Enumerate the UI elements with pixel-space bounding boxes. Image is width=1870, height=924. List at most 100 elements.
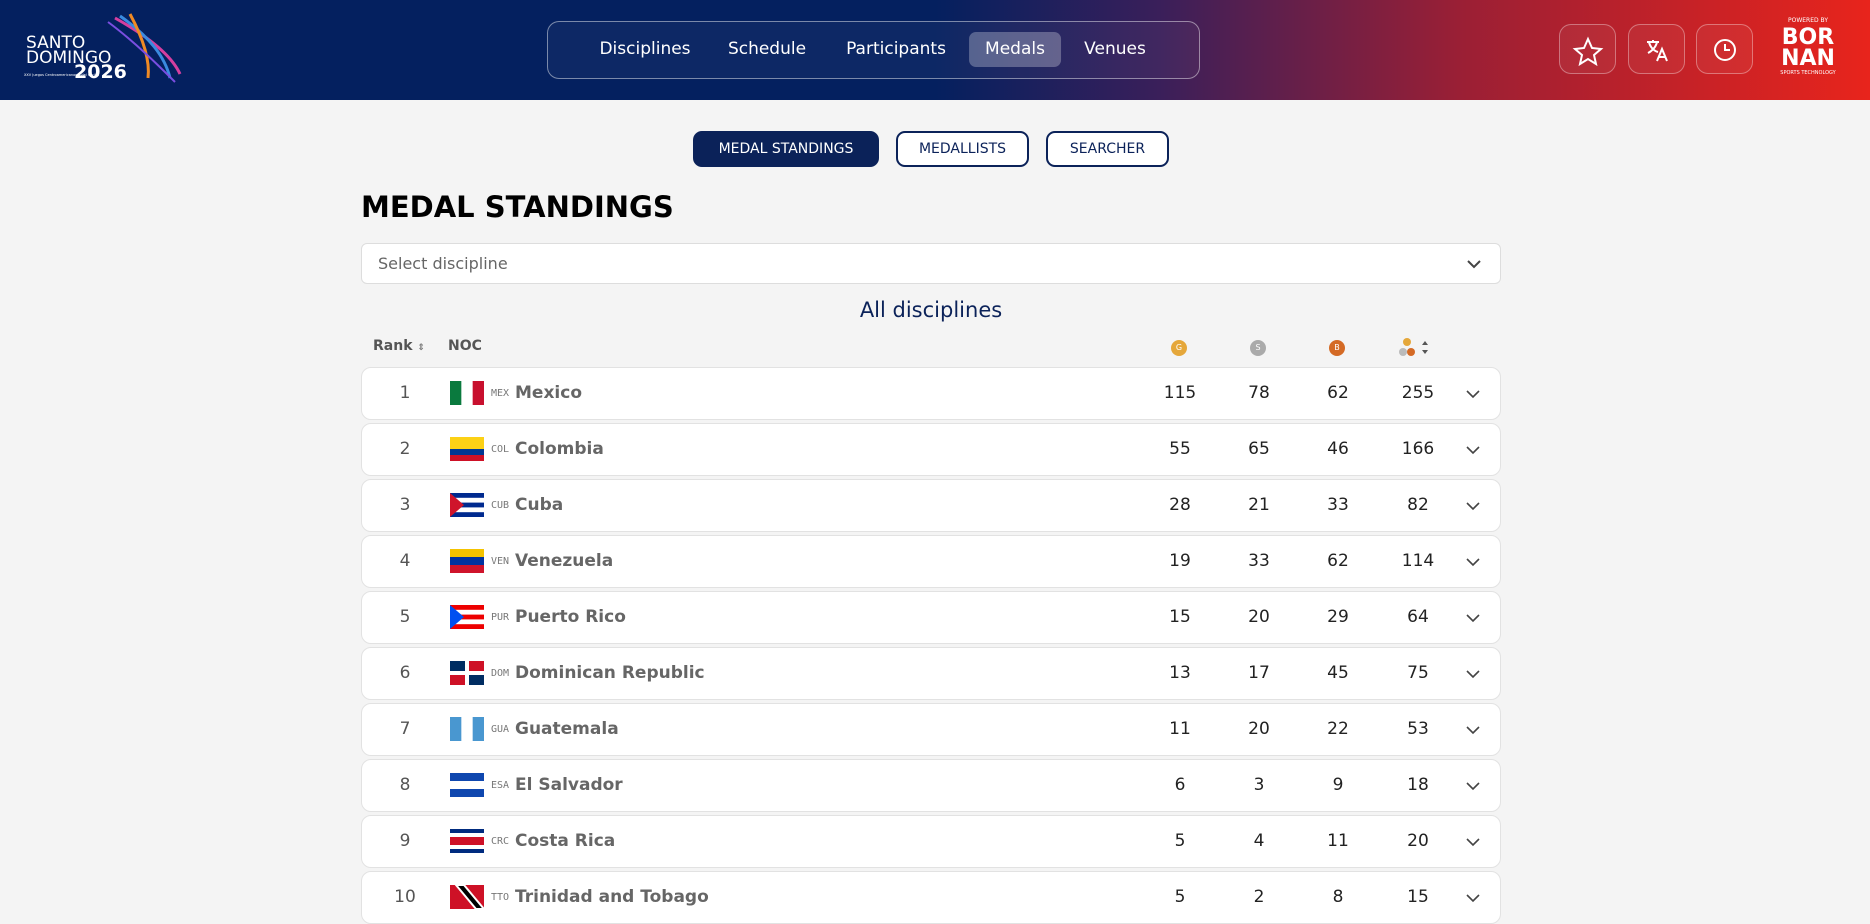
discipline-select[interactable]: Select discipline [361,243,1501,284]
standings-row[interactable]: 9 CRC Costa Rica 5 4 11 20 [361,815,1501,868]
bronze-count: 9 [1332,775,1344,795]
flag [450,829,484,853]
country-name: Guatemala [515,719,619,739]
silver-count: 4 [1253,831,1265,851]
gold-count: 28 [1169,495,1191,515]
standings-row[interactable]: 6 DOM Dominican Republic 13 17 45 75 [361,647,1501,700]
country-name: Puerto Rico [515,607,626,627]
standings-row[interactable]: 10 TTO Trinidad and Tobago 5 2 8 15 [361,871,1501,924]
rank-header[interactable]: Rank ⇕ [373,338,425,354]
country-name: Venezuela [515,551,614,571]
silver-count: 3 [1253,775,1265,795]
nav-item[interactable]: Medals [969,32,1061,67]
language-button[interactable] [1628,24,1685,74]
tab[interactable]: SEARCHER [1046,131,1169,167]
flag [450,605,484,629]
rank: 4 [399,551,411,571]
country-name: Trinidad and Tobago [515,887,709,907]
standings-row[interactable]: 3 CUB Cuba 28 21 33 82 [361,479,1501,532]
nav-item[interactable]: Venues [1084,39,1146,59]
expand-chevron[interactable] [1465,612,1481,624]
standings-row[interactable]: 7 GUA Guatemala 11 20 22 53 [361,703,1501,756]
rank: 2 [399,439,411,459]
expand-chevron[interactable] [1465,780,1481,792]
bronze-icon: B [1329,340,1345,356]
tab[interactable]: MEDALLISTS [896,131,1029,167]
rank: 9 [399,831,411,851]
rank: 5 [399,607,411,627]
nav-item[interactable]: Disciplines [599,39,691,59]
bronze-count: 46 [1327,439,1349,459]
noc-code: CRC [491,836,510,847]
expand-chevron[interactable] [1465,724,1481,736]
expand-chevron[interactable] [1465,388,1481,400]
expand-chevron[interactable] [1465,892,1481,904]
standings-row[interactable]: 5 PUR Puerto Rico 15 20 29 64 [361,591,1501,644]
gold-count: 13 [1169,663,1191,683]
noc-code: TTO [491,892,510,903]
noc-code: CUB [491,500,510,511]
nav-item[interactable]: Participants [846,39,946,59]
page-title: MEDAL STANDINGS [361,190,674,224]
total-count: 114 [1401,551,1435,571]
silver-icon: S [1250,340,1266,356]
noc-code: GUA [491,724,510,735]
logo-text: DOMINGO [26,48,111,68]
country-name: Colombia [515,439,604,459]
standings-row[interactable]: 4 VEN Venezuela 19 33 62 114 [361,535,1501,588]
total-count: 18 [1407,775,1429,795]
time-button[interactable] [1696,24,1753,74]
sponsor-text: NAN [1781,46,1835,71]
silver-count: 20 [1248,719,1270,739]
expand-chevron[interactable] [1465,668,1481,680]
nav-item[interactable]: Schedule [727,39,807,59]
column-label: Rank [373,338,413,354]
subtitle: All disciplines [859,298,1003,322]
gold-count: 6 [1174,775,1186,795]
expand-chevron[interactable] [1465,444,1481,456]
nav-bar [547,21,1200,79]
tab[interactable]: MEDAL STANDINGS [693,131,879,167]
expand-chevron[interactable] [1465,556,1481,568]
bronze-count: 29 [1327,607,1349,627]
total-count: 75 [1407,663,1429,683]
flag [450,493,484,517]
gold-count: 19 [1169,551,1191,571]
total-count: 82 [1407,495,1429,515]
bronze-count: 45 [1327,663,1349,683]
logo[interactable]: SANTO DOMINGO 2026 XXV Juegos Centroamer… [20,12,185,84]
noc-code: VEN [491,556,510,567]
gold-count: 5 [1174,831,1186,851]
expand-chevron[interactable] [1465,500,1481,512]
bronze-count: 11 [1327,831,1349,851]
silver-count: 17 [1248,663,1270,683]
total-count: 166 [1401,439,1435,459]
favorites-button[interactable] [1559,24,1616,74]
flag [450,381,484,405]
bronze-count: 33 [1327,495,1349,515]
standings-row[interactable]: 1 MEX Mexico 115 78 62 255 [361,367,1501,420]
country-name: Dominican Republic [515,663,705,683]
expand-chevron[interactable] [1465,836,1481,848]
bronze-count: 62 [1327,383,1349,403]
total-count: 53 [1407,719,1429,739]
country-name: Cuba [515,495,564,515]
silver-count: 33 [1248,551,1270,571]
flag [450,549,484,573]
bronze-count: 8 [1332,887,1344,907]
standings-row[interactable]: 8 ESA El Salvador 6 3 9 18 [361,759,1501,812]
country-name: Mexico [515,383,582,403]
noc-code: COL [491,444,510,455]
logo-tagline: XXV Juegos Centroamericanos y del Caribe [24,73,99,77]
country-name: El Salvador [515,775,623,795]
rank: 7 [399,719,411,739]
total-count: 255 [1401,383,1435,403]
sponsor-logo[interactable]: POWERED BY BOR NAN SPORTS TECHNOLOGY [1770,16,1850,80]
silver-count: 21 [1248,495,1270,515]
silver-count: 20 [1248,607,1270,627]
gold-count: 15 [1169,607,1191,627]
total-icon[interactable] [1397,336,1433,360]
flag [450,885,484,909]
silver-count: 78 [1248,383,1270,403]
standings-row[interactable]: 2 COL Colombia 55 65 46 166 [361,423,1501,476]
